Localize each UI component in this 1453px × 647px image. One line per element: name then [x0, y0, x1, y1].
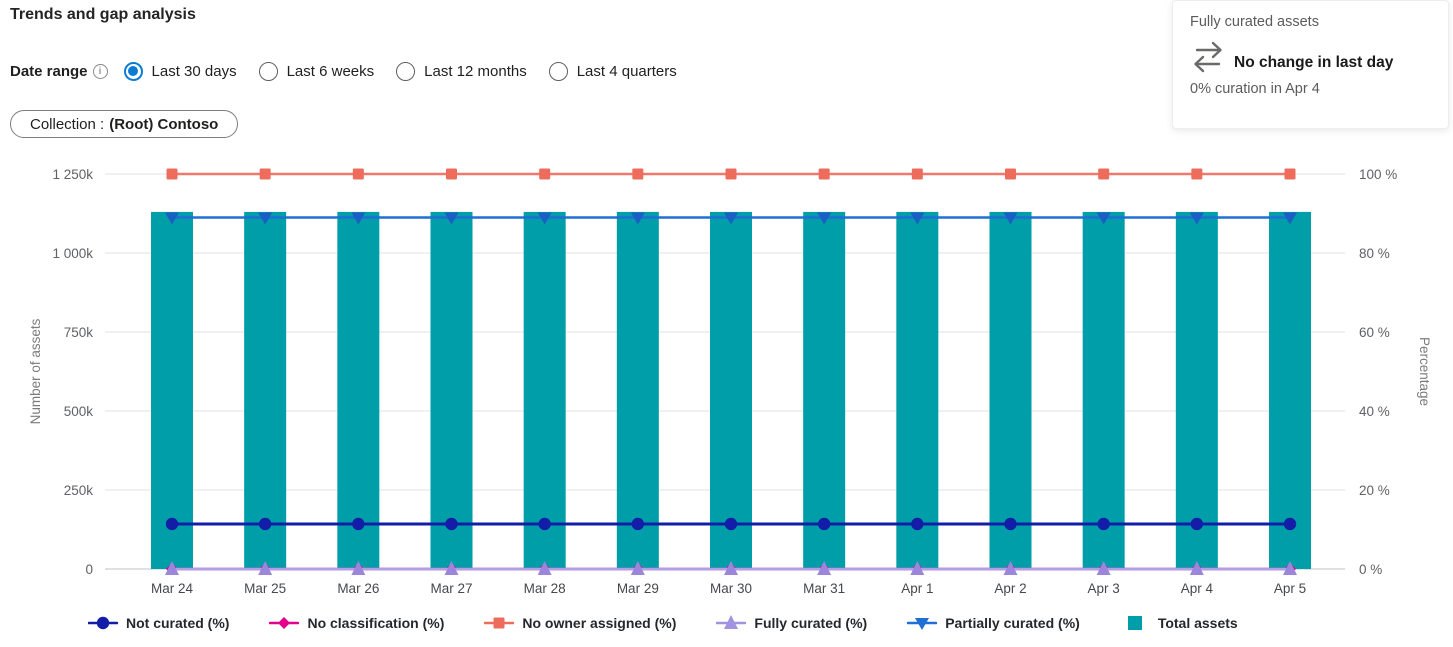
radio-label: Last 6 weeks	[286, 62, 375, 80]
x-axis-label: Apr 3	[1088, 581, 1120, 596]
right-axis-tick: 60 %	[1359, 325, 1390, 340]
radio-label: Last 30 days	[151, 62, 237, 80]
bar-total-assets	[803, 211, 846, 570]
x-axis-label: Apr 5	[1274, 581, 1306, 596]
x-axis-label: Mar 26	[337, 581, 379, 596]
line-square-marker-icon	[484, 614, 515, 632]
x-axis-label: Mar 31	[803, 581, 845, 596]
legend-item-not-curated[interactable]: Not curated (%)	[88, 614, 229, 632]
bar-total-assets	[616, 211, 659, 570]
bar-total-assets	[1082, 211, 1125, 570]
bar-total-assets	[151, 211, 193, 570]
x-axis-label: Apr 4	[1181, 581, 1214, 596]
bar-total-assets	[896, 211, 939, 570]
filter-prefix: Collection :	[30, 115, 105, 133]
radio-last-6-weeks[interactable]: Last 6 weeks	[258, 61, 375, 81]
left-axis-tick: 250k	[64, 483, 94, 498]
legend-item-no-owner-assigned[interactable]: No owner assigned (%)	[484, 614, 676, 632]
date-range-label: Date range	[10, 62, 88, 80]
series-fully-curated	[165, 561, 1297, 575]
trend-combo-chart: 0 250k 500k 750k 1 000k 1 250k 0 % 20 % 40 % 60 %…	[28, 167, 1432, 596]
x-axis-label: Mar 30	[710, 581, 752, 596]
radio-label: Last 4 quarters	[576, 62, 677, 80]
bar-total-assets	[337, 211, 380, 570]
line-diamond-marker-icon	[269, 614, 300, 632]
x-axis-label: Mar 25	[244, 581, 286, 596]
bar-total-assets	[523, 211, 566, 570]
legend-item-fully-curated[interactable]: Fully curated (%)	[716, 614, 867, 632]
line-triangle-up-marker-icon	[716, 614, 747, 632]
x-axis-label: Mar 28	[524, 581, 566, 596]
line-triangle-down-marker-icon	[907, 614, 938, 632]
right-axis-title: Percentage	[1417, 337, 1432, 406]
left-axis-title: Number of assets	[28, 318, 43, 424]
legend-label: Partially curated (%)	[945, 615, 1080, 631]
swap-arrows-icon	[1194, 41, 1222, 73]
left-axis-tick: 1 250k	[52, 167, 93, 182]
radio-button-icon	[123, 61, 143, 81]
radio-label: Last 12 months	[424, 62, 527, 80]
bar-total-assets	[244, 211, 287, 570]
date-range-group: Date range i Last 30 days Last 6 weeks L…	[10, 56, 699, 86]
right-axis-tick: 100 %	[1359, 167, 1397, 182]
radio-last-30-days[interactable]: Last 30 days	[123, 61, 237, 81]
legend-item-total-assets[interactable]: Total assets	[1120, 614, 1238, 632]
filter-value: (Root) Contoso	[109, 115, 219, 133]
series-not-curated	[165, 517, 1297, 531]
legend-item-no-classification[interactable]: No classification (%)	[269, 614, 444, 632]
legend-label: Not curated (%)	[126, 615, 230, 631]
x-axis-label: Apr 1	[901, 581, 933, 596]
bar-total-assets	[1175, 211, 1218, 570]
left-axis-tick: 1 000k	[52, 246, 93, 261]
right-axis-tick: 0 %	[1359, 562, 1382, 577]
card-status-text: No change in last day	[1234, 54, 1394, 71]
radio-button-icon	[396, 61, 416, 81]
left-axis-tick: 750k	[64, 325, 94, 340]
x-axis-label: Mar 27	[430, 581, 472, 596]
collection-filter-pill[interactable]: Collection : (Root) Contoso	[10, 110, 239, 138]
radio-last-12-months[interactable]: Last 12 months	[396, 61, 527, 81]
fully-curated-assets-card: Fully curated assets No change in last d…	[1172, 0, 1449, 129]
bar-total-assets	[1269, 211, 1311, 570]
x-axis-label: Apr 2	[994, 581, 1026, 596]
card-title: Fully curated assets	[1190, 14, 1319, 30]
legend-label: No owner assigned (%)	[522, 615, 677, 631]
legend-label: Total assets	[1157, 615, 1238, 631]
teal-square-swatch-icon	[1120, 614, 1150, 632]
legend-label: No classification (%)	[307, 615, 445, 631]
bar-total-assets	[710, 211, 752, 570]
bar-total-assets	[430, 211, 473, 570]
right-axis-tick: 20 %	[1359, 483, 1390, 498]
series-total-assets	[151, 211, 1311, 570]
radio-last-4-quarters[interactable]: Last 4 quarters	[548, 61, 677, 81]
page-title: Trends and gap analysis	[10, 6, 196, 23]
legend-label: Fully curated (%)	[754, 615, 868, 631]
radio-button-icon	[548, 61, 568, 81]
right-axis-tick: 80 %	[1359, 246, 1390, 261]
left-axis-tick: 0	[85, 562, 93, 577]
x-axis-label: Mar 29	[617, 581, 659, 596]
radio-button-icon	[258, 61, 278, 81]
info-icon[interactable]: i	[92, 63, 108, 79]
series-no-owner-assigned	[166, 168, 1296, 180]
right-axis-tick: 40 %	[1359, 404, 1390, 419]
card-subtext: 0% curation in Apr 4	[1190, 81, 1320, 97]
series-partially-curated	[165, 212, 1297, 225]
x-axis-label: Mar 24	[151, 581, 194, 596]
legend-item-partially-curated[interactable]: Partially curated (%)	[907, 614, 1080, 632]
bar-total-assets	[989, 211, 1032, 570]
chart-legend: Not curated (%) No classification (%) No…	[88, 614, 1278, 632]
left-axis-tick: 500k	[64, 404, 94, 419]
line-circle-marker-icon	[88, 614, 118, 632]
